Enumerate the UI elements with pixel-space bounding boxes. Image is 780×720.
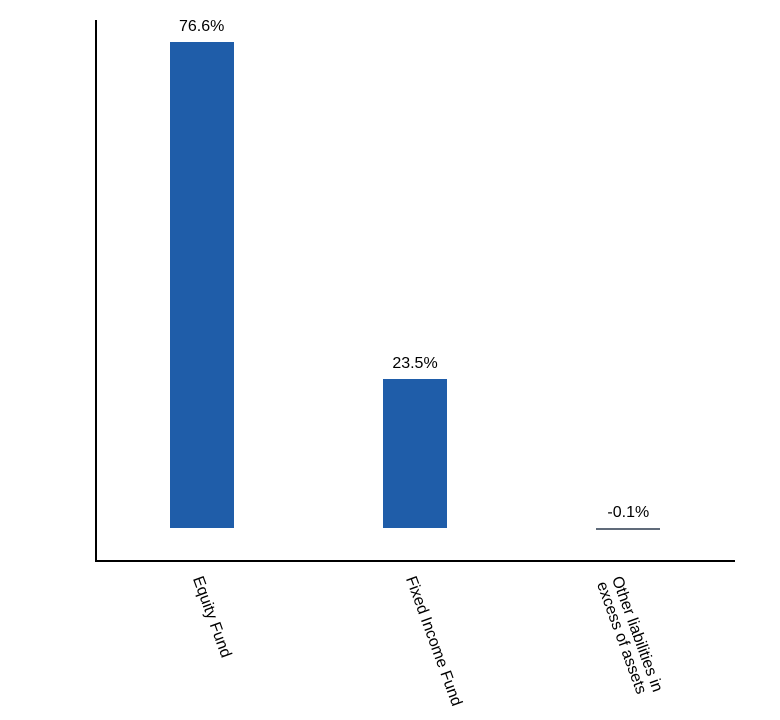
y-axis	[95, 20, 97, 560]
x-axis-label: Other liabilities inexcess of assets	[592, 574, 666, 700]
plot-area: 76.6%Equity Fund23.5%Fixed Income Fund-0…	[95, 20, 735, 560]
x-axis-label: Equity Fund	[188, 574, 234, 660]
bar	[170, 42, 234, 529]
bar-value-label: 23.5%	[392, 355, 437, 373]
bar	[596, 528, 660, 530]
x-axis-label: Fixed Income Fund	[401, 574, 465, 709]
bar-value-label: 76.6%	[179, 18, 224, 36]
bar-value-label: -0.1%	[607, 504, 649, 522]
bar-chart: 76.6%Equity Fund23.5%Fixed Income Fund-0…	[95, 20, 735, 560]
bar	[383, 379, 447, 528]
x-axis	[95, 560, 735, 562]
